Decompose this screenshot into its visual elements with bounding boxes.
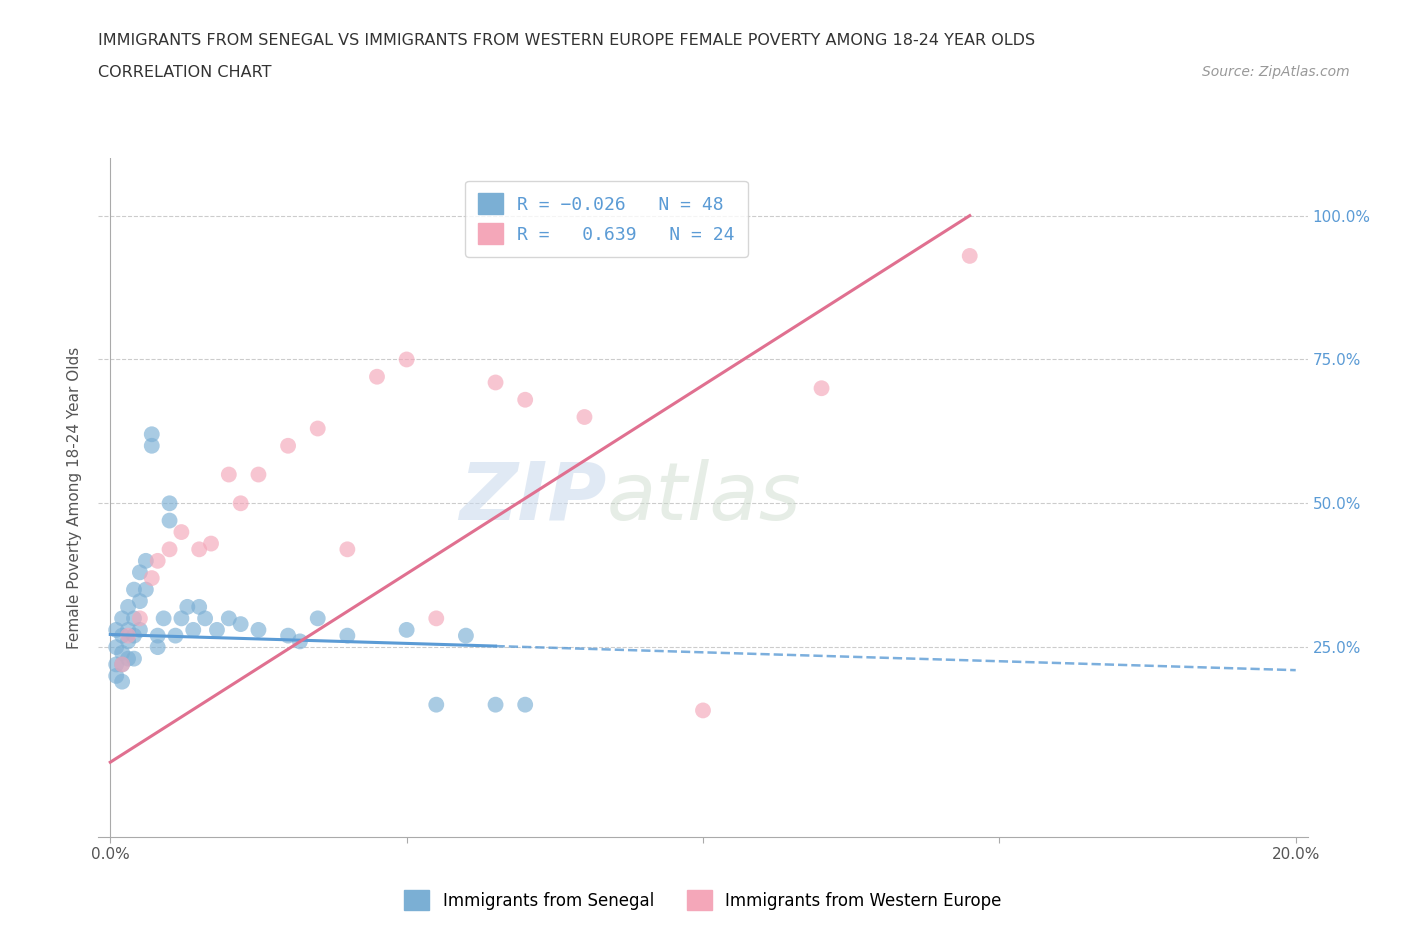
Point (959, 248, 981, 263)
Point (247, 467, 270, 482)
Point (176, 600, 198, 615)
Legend: R = −0.026   N = 48, R =   0.639   N = 24: R = −0.026 N = 48, R = 0.639 N = 24 (465, 180, 748, 257)
Point (111, 657, 134, 671)
Point (105, 622, 128, 637)
Text: ZIP: ZIP (458, 458, 606, 537)
Text: Source: ZipAtlas.com: Source: ZipAtlas.com (1202, 65, 1350, 79)
Point (105, 669, 128, 684)
Point (205, 622, 228, 637)
Point (117, 622, 139, 637)
Point (129, 611, 152, 626)
Text: CORRELATION CHART: CORRELATION CHART (98, 65, 271, 80)
Point (111, 657, 134, 671)
Point (117, 628, 139, 643)
Point (188, 600, 211, 615)
Point (218, 467, 240, 482)
Point (218, 611, 240, 626)
Point (141, 427, 163, 442)
Point (159, 542, 181, 557)
Point (515, 392, 537, 407)
Point (425, 611, 447, 626)
Point (277, 438, 299, 453)
Point (366, 369, 388, 384)
Point (307, 421, 329, 436)
Point (122, 651, 145, 666)
Point (692, 703, 714, 718)
Point (159, 496, 181, 511)
Point (336, 628, 359, 643)
Point (574, 409, 596, 424)
Point (395, 352, 418, 367)
Point (454, 628, 477, 643)
Point (111, 628, 134, 643)
Point (146, 640, 169, 655)
Point (188, 542, 211, 557)
Point (141, 571, 163, 586)
Y-axis label: Female Poverty Among 18-24 Year Olds: Female Poverty Among 18-24 Year Olds (67, 347, 83, 649)
Point (515, 698, 537, 712)
Text: IMMIGRANTS FROM SENEGAL VS IMMIGRANTS FROM WESTERN EUROPE FEMALE POVERTY AMONG 1: IMMIGRANTS FROM SENEGAL VS IMMIGRANTS FR… (98, 33, 1036, 47)
Point (122, 582, 145, 597)
Point (307, 611, 329, 626)
Point (247, 622, 270, 637)
Point (277, 628, 299, 643)
Point (194, 611, 217, 626)
Point (105, 657, 128, 671)
Point (135, 553, 157, 568)
Point (129, 622, 152, 637)
Point (229, 496, 252, 511)
Point (146, 628, 169, 643)
Point (170, 611, 193, 626)
Point (141, 438, 163, 453)
Point (165, 628, 187, 643)
Point (159, 513, 181, 528)
Point (146, 553, 169, 568)
Point (111, 674, 134, 689)
Point (288, 634, 311, 649)
Point (135, 582, 157, 597)
Point (484, 375, 506, 390)
Legend: Immigrants from Senegal, Immigrants from Western Europe: Immigrants from Senegal, Immigrants from… (398, 884, 1008, 917)
Point (129, 565, 152, 579)
Point (229, 617, 252, 631)
Point (170, 525, 193, 539)
Point (111, 645, 134, 660)
Point (336, 542, 359, 557)
Point (425, 698, 447, 712)
Point (810, 380, 832, 395)
Point (122, 628, 145, 643)
Point (122, 611, 145, 626)
Point (117, 651, 139, 666)
Point (111, 611, 134, 626)
Point (484, 698, 506, 712)
Point (117, 634, 139, 649)
Point (395, 622, 418, 637)
Point (129, 593, 152, 608)
Point (200, 536, 222, 551)
Point (181, 622, 204, 637)
Point (152, 611, 174, 626)
Text: atlas: atlas (606, 458, 801, 537)
Point (117, 600, 139, 615)
Point (105, 640, 128, 655)
